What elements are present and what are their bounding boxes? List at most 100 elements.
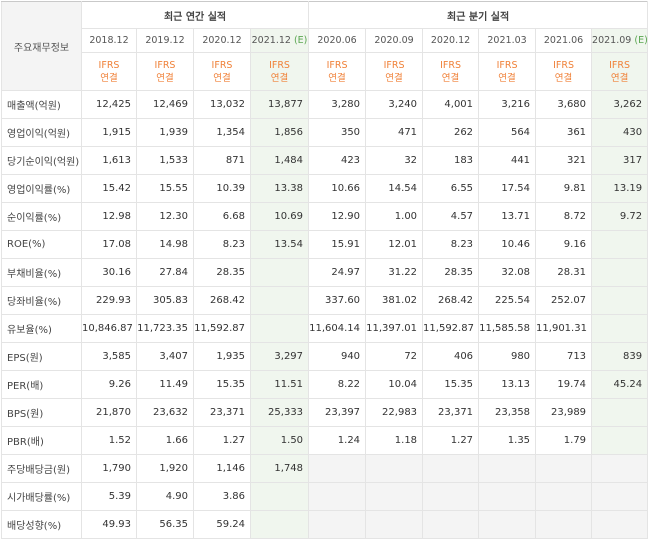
table-cell: 406 — [422, 342, 480, 371]
table-cell: 11,604.14 — [308, 314, 367, 343]
period-header: 2021.12 (E) — [249, 28, 310, 53]
table-cell: 3,680 — [535, 90, 593, 119]
ifrs-line2: 연결 — [610, 72, 629, 84]
table-cell: 361 — [535, 118, 593, 147]
table-cell: 13.13 — [478, 370, 537, 399]
row-label: 주당배당금(원) — [1, 454, 82, 483]
period-label: 2020.12 — [430, 35, 471, 46]
table-cell: 8.72 — [535, 202, 593, 231]
corner-label: 주요재무정보 — [1, 1, 82, 91]
ifrs-line2: 연결 — [270, 72, 289, 84]
ifrs-header-row: IFRS 연결 IFRS 연결 IFRS 연결 IFRS 연결 IFRS 연결 IFRS 연결 IFRS… — [2, 52, 648, 91]
table-cell: 11.51 — [249, 370, 310, 399]
table-cell: 21,870 — [81, 398, 137, 427]
table-cell: 317 — [591, 146, 648, 175]
period-header: 2021.03 — [478, 28, 537, 53]
row-label: PER(배) — [1, 370, 82, 399]
table-cell: 4.57 — [422, 202, 480, 231]
table-cell: 24.97 — [308, 258, 367, 287]
table-cell: 381.02 — [365, 286, 424, 315]
table-cell: 15.35 — [193, 370, 251, 399]
table-cell — [478, 510, 537, 539]
table-cell: 9.26 — [81, 370, 137, 399]
table-cell: 10.04 — [365, 370, 424, 399]
ifrs-basis-label: IFRS 연결 — [591, 52, 648, 91]
table-cell: 940 — [308, 342, 367, 371]
ifrs-basis-label: IFRS 연결 — [193, 52, 251, 91]
table-row: EPS(원) 3,585 3,407 1,935 3,297 940 72 406 980 713… — [1, 342, 648, 371]
table-cell: 1.27 — [193, 426, 251, 455]
table-cell: 1.66 — [136, 426, 194, 455]
table-cell: 5.39 — [81, 482, 137, 511]
estimate-mark: (E) — [634, 35, 648, 46]
table-cell — [365, 482, 424, 511]
table-cell: 59.24 — [193, 510, 251, 539]
table-cell: 11,592.87 — [193, 314, 251, 343]
table-cell: 268.42 — [193, 286, 251, 315]
table-cell — [591, 230, 648, 259]
period-header: 2021.09 (E) — [591, 28, 648, 53]
table-cell: 72 — [365, 342, 424, 371]
table-cell: 17.08 — [81, 230, 137, 259]
table-cell: 1,920 — [136, 454, 194, 483]
table-cell: 471 — [365, 118, 424, 147]
period-label: 2019.12 — [145, 35, 185, 46]
table-cell: 1.27 — [422, 426, 480, 455]
table-cell: 12.98 — [81, 202, 137, 231]
ifrs-basis-label: IFRS 연결 — [478, 52, 537, 91]
table-cell: 3,262 — [591, 90, 648, 119]
table-cell: 23,371 — [422, 398, 480, 427]
table-cell: 839 — [591, 342, 648, 371]
table-cell: 19.74 — [535, 370, 593, 399]
table-cell — [591, 398, 648, 427]
table-cell: 423 — [308, 146, 367, 175]
table-cell: 1,856 — [249, 118, 310, 147]
table-cell: 56.35 — [136, 510, 194, 539]
table-cell: 1.24 — [308, 426, 367, 455]
period-label: 2020.06 — [317, 35, 357, 46]
table-cell: 31.22 — [365, 258, 424, 287]
table-cell: 23,358 — [478, 398, 537, 427]
row-label: EPS(원) — [1, 342, 82, 371]
table-cell — [478, 482, 537, 511]
table-cell: 12,469 — [136, 90, 194, 119]
table-cell: 27.84 — [136, 258, 194, 287]
table-cell — [591, 482, 648, 511]
table-cell — [535, 510, 593, 539]
table-cell: 262 — [422, 118, 480, 147]
table-cell: 9.72 — [591, 202, 648, 231]
table-cell: 30.16 — [81, 258, 137, 287]
table-cell: 23,632 — [136, 398, 194, 427]
table-cell: 3,585 — [81, 342, 137, 371]
table-cell — [249, 314, 310, 343]
table-cell: 13,032 — [193, 90, 251, 119]
table-cell: 11,723.35 — [136, 314, 194, 343]
table-cell: 14.54 — [365, 174, 424, 203]
table-cell: 305.83 — [136, 286, 194, 315]
table-cell: 11,397.01 — [365, 314, 424, 343]
period-label: 2020.09 — [374, 35, 414, 46]
table-cell: 12.01 — [365, 230, 424, 259]
table-cell — [591, 314, 648, 343]
period-label: 2021.09 — [592, 35, 632, 46]
row-label: 배당성향(%) — [1, 510, 82, 539]
ifrs-line2: 연결 — [385, 72, 403, 84]
table-row: 주당배당금(원) 1,790 1,920 1,146 1,748 — [1, 454, 648, 483]
table-cell: 6.55 — [422, 174, 480, 203]
table-cell: 49.93 — [81, 510, 137, 539]
table-cell: 10.69 — [249, 202, 310, 231]
ifrs-line1: IFRS — [154, 59, 176, 71]
table-cell: 17.54 — [478, 174, 537, 203]
table-row: 배당성향(%) 49.93 56.35 59.24 — [1, 510, 648, 539]
table-cell: 45.24 — [591, 370, 648, 399]
period-label: 2020.12 — [202, 35, 242, 46]
table-row: BPS(원) 21,870 23,632 23,371 25,333 23,397 22,9… — [1, 398, 648, 427]
table-cell: 1,146 — [193, 454, 251, 483]
table-cell: 1.00 — [365, 202, 424, 231]
table-cell: 15.35 — [422, 370, 480, 399]
table-cell: 3.86 — [193, 482, 251, 511]
ifrs-basis-label: IFRS 연결 — [365, 52, 424, 91]
row-label: 당기순이익(억원) — [1, 146, 82, 175]
period-header-row: 2018.12 2019.12 2020.12 2021.12 (E) 2020.06 2… — [2, 28, 648, 53]
table-cell: 9.81 — [535, 174, 593, 203]
